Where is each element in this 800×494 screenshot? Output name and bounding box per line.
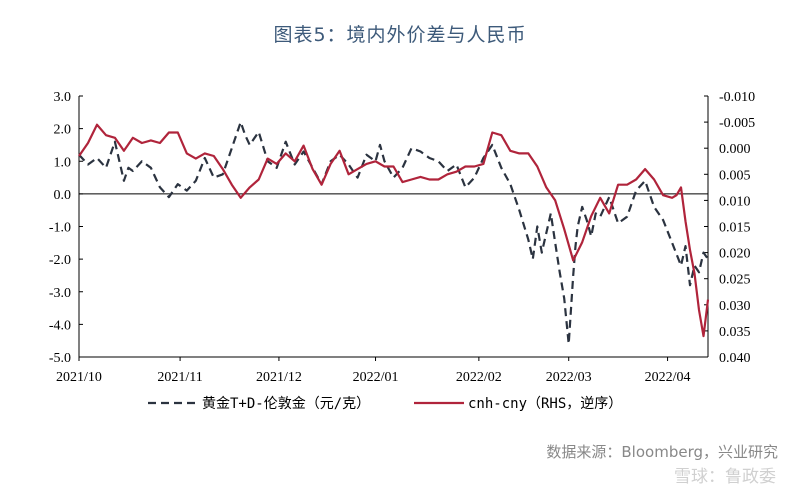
- right-tick-label: -0.010: [719, 90, 755, 105]
- chart-title: 图表5：境内外价差与人民币: [273, 24, 527, 46]
- chart-axes: [78, 95, 709, 361]
- watermark: 雪球：鲁政委: [674, 467, 776, 487]
- left-tick-label: 0.0: [54, 188, 72, 203]
- right-tick-label: 0.010: [719, 194, 751, 209]
- left-tick-label: -5.0: [49, 351, 71, 366]
- right-tick-label: 0.040: [719, 351, 751, 366]
- right-tick-label: 0.000: [719, 142, 751, 157]
- series-layer: [78, 120, 710, 345]
- left-tick-label: -1.0: [49, 221, 71, 236]
- right-tick-label: 0.015: [719, 221, 751, 236]
- x-tick-label: 2021/11: [157, 370, 202, 385]
- right-tick-label: -0.005: [719, 116, 755, 131]
- left-tick-label: -4.0: [49, 318, 71, 333]
- right-tick-label: 0.035: [719, 325, 751, 340]
- left-tick-label: 1.0: [54, 155, 72, 170]
- x-tick-label: 2022/03: [546, 370, 592, 385]
- left-tick-label: -2.0: [49, 253, 71, 268]
- left-tick-label: 3.0: [54, 90, 72, 105]
- left-tick-label: 2.0: [54, 123, 72, 138]
- left-tick-label: -3.0: [49, 286, 71, 301]
- right-tick-label: 0.020: [719, 247, 751, 262]
- data-source-note: 数据来源：Bloomberg，兴业研究: [546, 443, 778, 461]
- cnh-cny-series-line: [78, 123, 710, 338]
- right-tick-label: 0.025: [719, 273, 751, 288]
- legend: 黄金T+D-伦敦金（元/克） cnh-cny（RHS，逆序）: [148, 395, 622, 412]
- x-tick-label: 2022/04: [645, 370, 691, 385]
- x-tick-label: 2021/10: [56, 370, 102, 385]
- legend-label-gold: 黄金T+D-伦敦金（元/克）: [202, 395, 370, 412]
- x-tick-label: 2022/01: [353, 370, 399, 385]
- right-tick-label: 0.005: [719, 168, 751, 183]
- legend-label-fx: cnh-cny（RHS，逆序）: [468, 396, 622, 412]
- right-tick-label: 0.030: [719, 299, 751, 314]
- x-tick-label: 2021/12: [256, 370, 302, 385]
- gold-spread-series-line: [78, 120, 709, 345]
- tick-labels: 3.0 2.0 1.0 0.0 -1.0 -2.0 -3.0 -4.0 -5.0 -0.010 -0…: [49, 90, 755, 385]
- x-tick-label: 2022/02: [456, 370, 502, 385]
